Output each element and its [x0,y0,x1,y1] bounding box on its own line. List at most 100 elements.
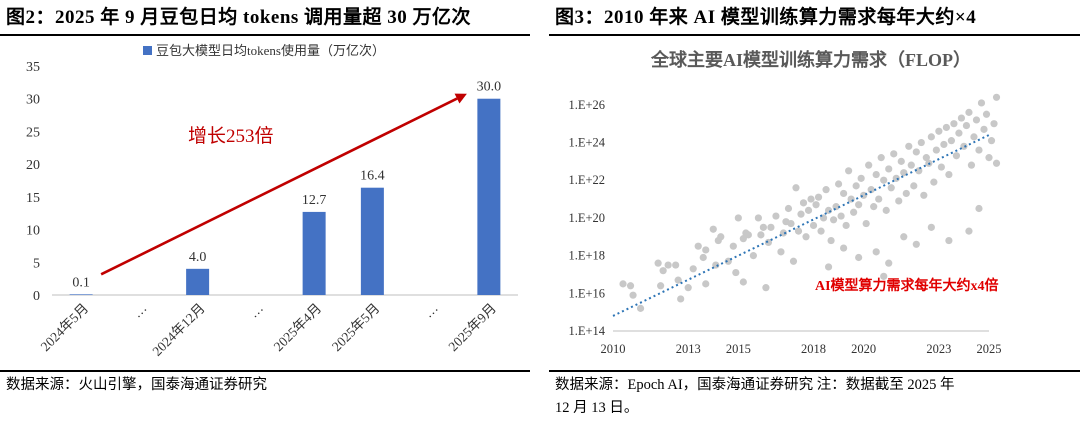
scatter-point [717,233,725,241]
scatter-point [950,120,958,128]
scatter-point [734,214,742,222]
scatter-point [992,93,1001,101]
scatter-point [887,184,895,192]
scatter-point [739,278,747,286]
x-tick-label: 2024年5月 [38,301,92,355]
y-tick-label: 1.E+18 [568,249,605,263]
x-tick-label: 2020 [851,342,876,356]
y-tick-label: 1.E+14 [568,324,605,338]
x-tick-label: 2025年9月 [445,301,499,355]
scatter-point [880,176,888,184]
scatter-point [927,223,935,231]
scatter-point [865,161,873,169]
growth-annotation: 增长253倍 [188,125,274,147]
bar-data-label: 12.7 [302,193,327,208]
scatter-x-axis: 2010 2013 2015 2018 2020 2023 2025 [601,330,1002,356]
scatter-point [702,246,710,254]
x-tick-label: 2024年12月 [149,301,207,359]
scatter-point [882,206,890,214]
figure-3-top-rule [549,34,1080,36]
scatter-point [845,167,853,175]
scatter-point [967,161,976,169]
scatter-point [975,204,983,213]
scatter-point [807,195,815,203]
scatter-point [987,137,996,145]
scatter-point [985,154,993,162]
scatter-point [829,216,838,224]
scatter-point [674,276,682,284]
scatter-point [837,212,845,220]
x-tick-label: … [129,301,149,321]
scatter-point [626,282,635,290]
figure-3-source-line-1: 数据来源：Epoch AI，国泰海通证券研究 注：数据截至 2025 年 [555,377,955,393]
scatter-point [952,152,961,160]
scatter-point [842,221,850,230]
scatter-point [812,201,820,209]
figure-3-source-line-2: 12 月 13 日。 [555,400,639,416]
scatter-point [940,140,948,149]
scatter-point [799,199,808,207]
scatter-point [907,161,915,169]
scatter-point [990,120,998,128]
scatter-point [709,225,717,233]
scatter-point [945,236,953,245]
scatter-point [822,186,830,194]
x-tick-label: 2010 [601,342,626,356]
bar-chart-data-labels: 0.1 4.0 12.7 16.4 30.0 [72,80,501,291]
scatter-point [855,253,863,262]
scatter-point [965,108,973,116]
scatter-point [890,150,898,158]
scatter-point [732,268,740,277]
scatter-point [942,123,950,132]
scatter-point [772,212,780,220]
scatter-point [789,257,798,265]
y-tick-label: 0 [33,289,40,304]
bar [360,187,384,295]
trend-annotation: AI模型算力需求每年大约x4倍 [815,277,999,294]
scatter-point [802,233,810,241]
figure-2-title: 图2：2025 年 9 月豆包日均 tokens 调用量超 30 万亿次 [6,7,472,28]
scatter-point [917,138,925,147]
scatter-point [860,191,868,199]
x-tick-label: 2013 [676,342,701,356]
scatter-point [937,163,945,171]
scatter-point [902,189,910,198]
growth-arrow: 增长253倍 [100,93,467,276]
scatter-point [619,280,627,288]
scatter-point [857,174,865,182]
scatter-y-axis: 1.E+14 1.E+16 1.E+18 1.E+20 1.E+22 1.E+24 1.E+… [568,98,605,338]
scatter-point [699,253,707,262]
x-tick-label: … [246,301,266,321]
scatter-point [910,182,918,190]
scatter-point [654,259,662,267]
bar-chart-x-tick-labels: 2024年5月… 2024年12月… 2025年4月 2025年5月… 2025年9月 [38,301,499,359]
scatter-point [877,154,885,162]
bar-chart-y-axis: 0 5 10 15 20 25 30 35 [26,60,40,304]
scatter-point [852,182,860,190]
scatter-point [794,227,803,235]
scatter-point [955,129,963,137]
scatter-point [777,248,785,256]
scatter-point [965,227,973,235]
bar-data-label: 16.4 [360,169,385,184]
scatter-point [905,142,913,150]
scatter-point [855,201,863,209]
y-tick-label: 1.E+24 [568,136,605,150]
scatter-point [912,148,920,156]
doubao-token-bar-chart: 豆包大模型日均tokens使用量（万亿次） 0 5 10 15 20 25 30 35 0.1… [26,43,518,359]
scatter-point [779,229,788,237]
scatter-chart-title: 全球主要AI模型训练算力需求（FLOP） [650,49,971,70]
arrow-shaft [100,97,458,276]
scatter-point [636,304,645,312]
legend-label: 豆包大模型日均tokens使用量（万亿次） [156,43,385,58]
scatter-point [870,203,878,211]
scatter-point [629,291,637,299]
scatter-point [850,208,858,216]
scatter-point [840,244,848,252]
figure-3-title: 图3：2010 年来 AI 模型训练算力需求每年大约×4 [555,7,977,28]
scatter-point [659,267,667,275]
scatter-point [754,214,762,222]
scatter-point [897,157,905,165]
scatter-point [817,227,825,235]
scatter-point [880,272,888,280]
